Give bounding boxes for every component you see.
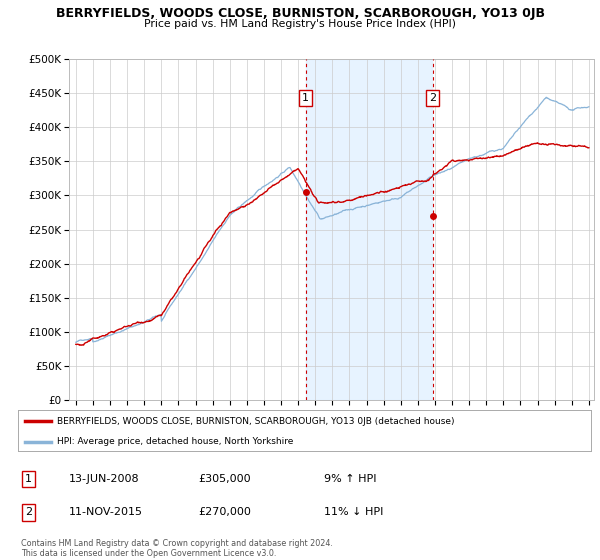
Text: 11% ↓ HPI: 11% ↓ HPI [324, 507, 383, 517]
Text: 13-JUN-2008: 13-JUN-2008 [69, 474, 140, 484]
Text: HPI: Average price, detached house, North Yorkshire: HPI: Average price, detached house, Nort… [57, 437, 293, 446]
Text: 2: 2 [429, 93, 436, 103]
Text: 1: 1 [302, 93, 309, 103]
Text: BERRYFIELDS, WOODS CLOSE, BURNISTON, SCARBOROUGH, YO13 0JB (detached house): BERRYFIELDS, WOODS CLOSE, BURNISTON, SCA… [57, 417, 454, 426]
Text: 1: 1 [25, 474, 32, 484]
Text: BERRYFIELDS, WOODS CLOSE, BURNISTON, SCARBOROUGH, YO13 0JB: BERRYFIELDS, WOODS CLOSE, BURNISTON, SCA… [56, 7, 545, 20]
Text: 2: 2 [25, 507, 32, 517]
Text: Contains HM Land Registry data © Crown copyright and database right 2024.
This d: Contains HM Land Registry data © Crown c… [21, 539, 333, 558]
Text: £305,000: £305,000 [198, 474, 251, 484]
Text: £270,000: £270,000 [198, 507, 251, 517]
Text: Price paid vs. HM Land Registry's House Price Index (HPI): Price paid vs. HM Land Registry's House … [144, 19, 456, 29]
Text: 9% ↑ HPI: 9% ↑ HPI [324, 474, 377, 484]
Text: 11-NOV-2015: 11-NOV-2015 [69, 507, 143, 517]
